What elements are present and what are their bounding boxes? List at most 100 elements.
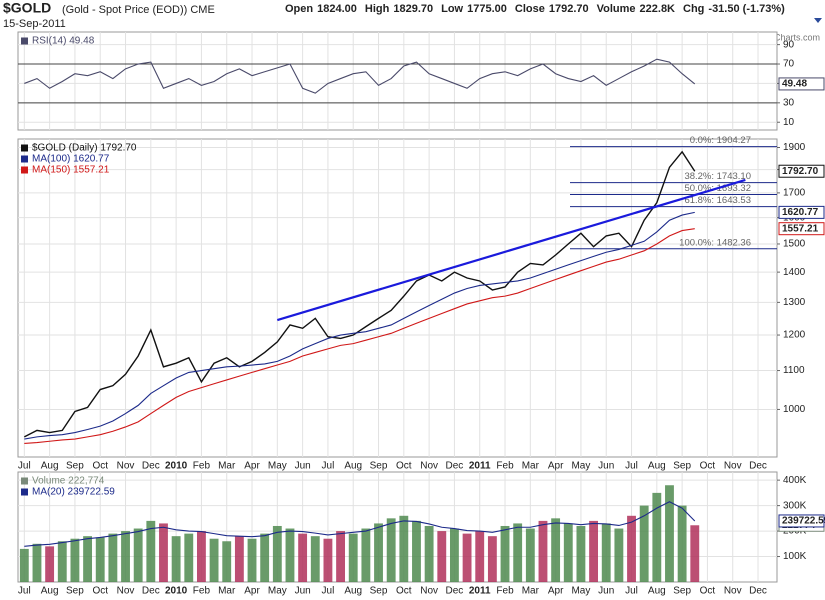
volume-bar [690, 525, 700, 582]
x-tick-label: Jul [625, 461, 638, 472]
x-tick-label: Jul [18, 586, 31, 597]
quote-line: Open 1824.00 High 1829.70 Low 1775.00 Close 179… [285, 3, 785, 15]
last-value-box [778, 77, 825, 91]
x-tick-label: Aug [41, 461, 59, 472]
volume-bar [222, 541, 232, 582]
volume-bar [513, 523, 523, 582]
volume-bar [171, 536, 181, 582]
x-tick-label: Oct [92, 461, 108, 472]
quote-label: Open [285, 3, 313, 15]
volume-bar [665, 485, 674, 582]
x-tick-label: 2011 [469, 586, 491, 597]
legend-swatch [21, 488, 28, 496]
last-value-label: 1792.70 [782, 166, 819, 177]
volume-bar [121, 531, 130, 582]
x-tick-label: Oct [92, 586, 108, 597]
quote-value: 1824.00 [317, 3, 357, 15]
y-tick-label: 1900 [783, 142, 806, 153]
volume-bar [449, 528, 459, 582]
volume-bar [298, 533, 308, 582]
quote-value: 1829.70 [393, 3, 433, 15]
y-tick-label: 30 [783, 97, 795, 108]
volume-bar [348, 533, 358, 582]
x-tick-label: 2010 [165, 586, 188, 597]
volume-bar [83, 536, 93, 582]
x-tick-label: May [571, 461, 590, 472]
x-tick-label: May [268, 586, 287, 597]
x-tick-label: Jul [18, 461, 31, 472]
quote-label: Low [441, 3, 463, 15]
y-tick-label: 100K [783, 551, 807, 562]
last-value-box [778, 514, 825, 528]
x-tick-label: Sep [66, 586, 84, 597]
x-tick-label: Dec [446, 461, 464, 472]
volume-bar [576, 525, 586, 582]
volume-bar [336, 531, 346, 582]
x-tick-label: Sep [66, 461, 84, 472]
legend-label: $GOLD (Daily) 1792.70 [32, 143, 137, 154]
x-tick-label: Jun [295, 461, 311, 472]
volume-bar [386, 518, 396, 582]
volume-bar [652, 492, 662, 582]
volume-bar [285, 528, 295, 582]
legend-swatch [21, 37, 28, 45]
last-value-label: 239722.59 [782, 516, 825, 527]
instrument-name: (Gold - Spot Price (EOD)) CME [62, 4, 215, 16]
volume-bar [19, 548, 29, 582]
volume-bar [551, 518, 561, 582]
x-tick-label: Nov [117, 461, 135, 472]
volume-bar [209, 538, 219, 582]
volume-bar [500, 525, 510, 582]
last-value-label: 1620.77 [782, 207, 819, 218]
x-tick-label: Feb [193, 461, 211, 472]
x-tick-label: Mar [218, 586, 236, 597]
x-tick-label: Dec [446, 586, 464, 597]
x-tick-label: Dec [142, 461, 160, 472]
quote-value: 1792.70 [549, 3, 589, 15]
x-tick-label: Sep [673, 461, 691, 472]
x-tick-label: Nov [724, 461, 742, 472]
x-tick-label: 2011 [469, 461, 491, 472]
legend-label: MA(20) 239722.59 [32, 487, 115, 498]
y-tick-label: 70 [783, 59, 795, 70]
fibonacci-label: 38.2%: 1743.10 [684, 171, 751, 182]
x-tick-label: Jun [598, 586, 614, 597]
y-tick-label: 90 [783, 39, 795, 50]
volume-bar [412, 520, 421, 582]
volume-bar [272, 525, 282, 582]
last-value-label: 1557.21 [782, 223, 819, 234]
last-value-label: 49.48 [782, 79, 807, 90]
fibonacci-label: 61.8%: 1643.53 [684, 195, 751, 206]
x-tick-label: May [268, 461, 287, 472]
legend-label: MA(150) 1557.21 [32, 165, 110, 176]
credit: © StockCharts.com [742, 32, 820, 42]
panel [17, 31, 778, 131]
volume-bar [677, 505, 687, 582]
volume-bar [361, 528, 371, 582]
volume-bar [399, 515, 409, 582]
last-value-box [778, 205, 825, 219]
x-tick-label: Jun [598, 461, 614, 472]
volume-bar [159, 523, 168, 582]
y-tick-label: 300K [783, 500, 807, 511]
x-tick-label: Apr [548, 461, 564, 472]
x-tick-label: 2010 [165, 461, 188, 472]
volume-bar [538, 520, 548, 582]
volume-bar [310, 536, 320, 582]
volume-bar [437, 531, 447, 582]
x-tick-label: Jul [625, 586, 638, 597]
dropdown-icon[interactable] [814, 18, 822, 23]
volume-bar [323, 538, 333, 582]
y-tick-label: 1100 [783, 365, 805, 376]
legend-swatch [21, 166, 28, 174]
volume-bar [487, 536, 497, 582]
y-tick-label: 1000 [783, 404, 806, 415]
quote-label: Chg [683, 3, 704, 15]
x-tick-label: Mar [522, 461, 540, 472]
volume-bar [614, 528, 624, 582]
volume-bar [133, 528, 143, 582]
volume-bar [563, 523, 573, 582]
x-tick-label: Sep [673, 586, 691, 597]
x-tick-label: Aug [344, 586, 362, 597]
panel [17, 138, 778, 458]
